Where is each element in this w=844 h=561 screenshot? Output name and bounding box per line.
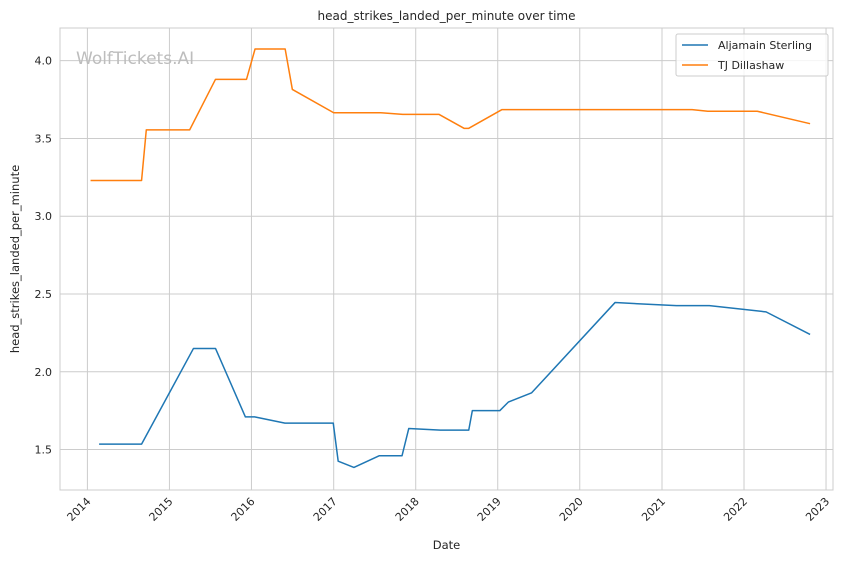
legend-label-tj-dillashaw: TJ Dillashaw bbox=[717, 59, 784, 72]
series-line-tj-dillashaw bbox=[90, 48, 811, 182]
legend-label-aljamain-sterling: Aljamain Sterling bbox=[718, 39, 812, 52]
grid-lines bbox=[60, 28, 833, 490]
series-line-aljamain-sterling bbox=[99, 301, 811, 469]
watermark-text: WolfTickets.AI bbox=[76, 49, 194, 69]
legend-box bbox=[675, 33, 829, 77]
y-tick-label: 2.5 bbox=[35, 288, 53, 301]
series-layer bbox=[90, 48, 811, 469]
x-axis-title: Date bbox=[433, 538, 461, 552]
y-tick-label: 3.0 bbox=[35, 210, 53, 223]
y-tick-label: 2.0 bbox=[35, 366, 53, 379]
x-axis-ticks: 2014 2015 2016 2017 2018 2019 2020 2021 2022 2023 bbox=[65, 495, 833, 524]
y-tick-label: 3.5 bbox=[35, 132, 53, 145]
y-axis-title: head_strikes_landed_per_minute bbox=[8, 165, 22, 353]
chart-title: head_strikes_landed_per_minute over time bbox=[317, 9, 575, 23]
y-tick-label: 4.0 bbox=[35, 55, 53, 68]
legend: Aljamain Sterling TJ Dillashaw bbox=[675, 33, 829, 77]
y-tick-label: 1.5 bbox=[35, 444, 53, 457]
y-axis-ticks: 1.5 2.0 2.5 3.0 3.5 4.0 bbox=[35, 55, 53, 457]
plot-area bbox=[60, 28, 833, 490]
plot-border bbox=[59, 27, 834, 491]
